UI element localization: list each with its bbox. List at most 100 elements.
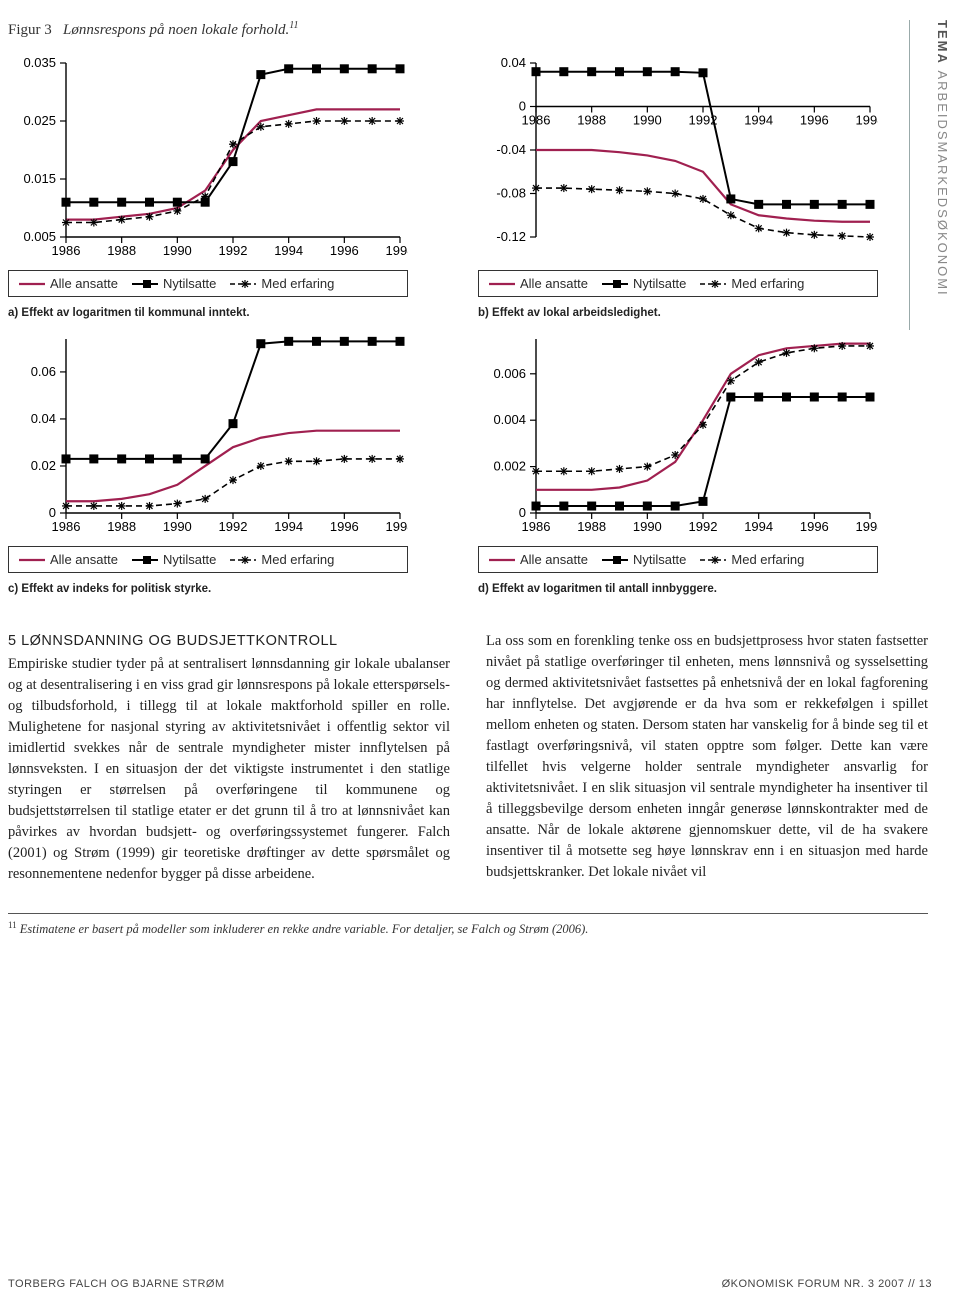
legend-d: Alle ansatte Nytilsatte Med erfaring xyxy=(478,546,878,573)
chart-c-svg: 0 0.02 0.04 0.06 1986 1988 1990 1992 1994 1996 199… xyxy=(8,329,408,539)
svg-text:1988: 1988 xyxy=(107,519,136,534)
legend-item-med: Med erfaring xyxy=(230,552,334,567)
footnote-text: Estimatene er basert på modeller som ink… xyxy=(20,922,589,936)
svg-text:0.04: 0.04 xyxy=(31,411,56,426)
legend-label-ny: Nytilsatte xyxy=(163,552,216,567)
footer-left: TORBERG FALCH OG BJARNE STRØM xyxy=(8,1278,225,1290)
page-footer: TORBERG FALCH OG BJARNE STRØM ØKONOMISK … xyxy=(8,1278,932,1290)
svg-text:1998: 1998 xyxy=(386,519,408,534)
sidebar-rest: ARBEIDSMARKEDSØKONOMI xyxy=(935,70,950,296)
svg-text:1994: 1994 xyxy=(744,519,773,534)
svg-text:1994: 1994 xyxy=(274,519,303,534)
figure-footnote-mark: 11 xyxy=(289,20,298,31)
svg-text:1992: 1992 xyxy=(689,519,718,534)
svg-text:1986: 1986 xyxy=(52,243,81,258)
chart-d: 00.0020.0040.006198619881990199219941996… xyxy=(478,329,888,595)
svg-text:1996: 1996 xyxy=(800,113,829,128)
legend-label-med: Med erfaring xyxy=(731,276,804,291)
svg-text:1988: 1988 xyxy=(577,113,606,128)
svg-text:1998: 1998 xyxy=(856,113,878,128)
svg-text:1990: 1990 xyxy=(163,519,192,534)
legend-item-alle: Alle ansatte xyxy=(19,552,118,567)
svg-text:-0.04: -0.04 xyxy=(496,142,526,157)
legend-c: Alle ansatte Nytilsatte Med erfaring xyxy=(8,546,408,573)
figure-title: Figur 3 Lønnsrespons på noen lokale forh… xyxy=(8,20,932,39)
svg-text:1986: 1986 xyxy=(52,519,81,534)
svg-text:0.005: 0.005 xyxy=(23,229,56,244)
legend-a: Alle ansatte Nytilsatte Med erfaring xyxy=(8,270,408,297)
svg-text:0: 0 xyxy=(519,99,526,114)
chart-a-svg: 0.0050.0150.0250.03519861988199019921994… xyxy=(8,53,408,263)
svg-text:0.015: 0.015 xyxy=(23,171,56,186)
body-col2-p: La oss som en forenkling tenke oss en bu… xyxy=(486,631,928,883)
legend-item-alle: Alle ansatte xyxy=(489,276,588,291)
legend-label-alle: Alle ansatte xyxy=(520,552,588,567)
legend-item-ny: Nytilsatte xyxy=(602,552,686,567)
legend-label-med: Med erfaring xyxy=(261,276,334,291)
body-col2: La oss som en forenkling tenke oss en bu… xyxy=(486,631,928,885)
legend-item-med: Med erfaring xyxy=(230,276,334,291)
svg-text:0: 0 xyxy=(49,505,56,520)
figure-number: Figur 3 xyxy=(8,22,52,38)
svg-text:1998: 1998 xyxy=(386,243,408,258)
svg-text:0.006: 0.006 xyxy=(493,366,526,381)
chart-d-svg: 00.0020.0040.006198619881990199219941996… xyxy=(478,329,878,539)
legend-b: Alle ansatte Nytilsatte Med erfaring xyxy=(478,270,878,297)
svg-text:1992: 1992 xyxy=(219,243,248,258)
legend-item-med: Med erfaring xyxy=(700,552,804,567)
legend-item-ny: Nytilsatte xyxy=(602,276,686,291)
sidebar-label: TEMA ARBEIDSMARKEDSØKONOMI xyxy=(935,20,950,297)
svg-text:0.035: 0.035 xyxy=(23,55,56,70)
svg-text:1986: 1986 xyxy=(522,113,551,128)
legend-item-alle: Alle ansatte xyxy=(489,552,588,567)
legend-label-alle: Alle ansatte xyxy=(50,552,118,567)
svg-text:1990: 1990 xyxy=(163,243,192,258)
svg-text:1990: 1990 xyxy=(633,113,662,128)
body-col1: 5 LØNNSDANNING OG BUDSJETTKONTROLL Empir… xyxy=(8,631,450,885)
body-col1-p: Empiriske studier tyder på at sentralise… xyxy=(8,654,450,885)
svg-text:-0.12: -0.12 xyxy=(496,229,526,244)
sidebar-divider xyxy=(909,20,910,330)
chart-d-caption: d) Effekt av logaritmen til antall innby… xyxy=(478,583,888,595)
svg-text:0.004: 0.004 xyxy=(493,412,526,427)
legend-label-ny: Nytilsatte xyxy=(633,552,686,567)
footer-right: ØKONOMISK FORUM NR. 3 2007 // 13 xyxy=(722,1278,932,1290)
chart-c: 0 0.02 0.04 0.06 1986 1988 1990 1992 1994 1996 199… xyxy=(8,329,418,595)
svg-text:0: 0 xyxy=(519,505,526,520)
legend-item-alle: Alle ansatte xyxy=(19,276,118,291)
legend-item-med: Med erfaring xyxy=(700,276,804,291)
svg-text:0.06: 0.06 xyxy=(31,364,56,379)
legend-label-med: Med erfaring xyxy=(731,552,804,567)
chart-a-caption: a) Effekt av logaritmen til kommunal inn… xyxy=(8,307,418,319)
svg-text:1988: 1988 xyxy=(107,243,136,258)
svg-text:1996: 1996 xyxy=(330,243,359,258)
section-heading: 5 LØNNSDANNING OG BUDSJETTKONTROLL xyxy=(8,631,450,652)
sidebar-bold: TEMA xyxy=(935,20,950,65)
svg-text:0.025: 0.025 xyxy=(23,113,56,128)
chart-b-caption: b) Effekt av lokal arbeidsledighet. xyxy=(478,307,888,319)
svg-text:1992: 1992 xyxy=(219,519,248,534)
svg-text:1996: 1996 xyxy=(330,519,359,534)
legend-item-ny: Nytilsatte xyxy=(132,276,216,291)
svg-text:0.002: 0.002 xyxy=(493,459,526,474)
chart-c-caption: c) Effekt av indeks for politisk styrke. xyxy=(8,583,418,595)
body-text: 5 LØNNSDANNING OG BUDSJETTKONTROLL Empir… xyxy=(8,631,928,885)
legend-label-alle: Alle ansatte xyxy=(520,276,588,291)
charts-grid: 0.005 0.015 0.025 0.035 1986 1988 1990 1992 1994… xyxy=(8,53,888,595)
legend-label-alle: Alle ansatte xyxy=(50,276,118,291)
legend-label-ny: Nytilsatte xyxy=(633,276,686,291)
svg-text:0.02: 0.02 xyxy=(31,458,56,473)
chart-b: -0.12-0.08-0.0400.0419861988199019921994… xyxy=(478,53,888,319)
svg-text:-0.08: -0.08 xyxy=(496,186,526,201)
footnote-mark: 11 xyxy=(8,920,17,930)
figure-caption: Lønnsrespons på noen lokale forhold. xyxy=(63,22,289,38)
footnote: 11 Estimatene er basert på modeller som … xyxy=(8,920,932,937)
svg-text:1990: 1990 xyxy=(633,519,662,534)
svg-text:1998: 1998 xyxy=(856,519,878,534)
footnote-rule xyxy=(8,913,928,914)
chart-a: 0.0050.0150.0250.03519861988199019921994… xyxy=(8,53,418,319)
svg-text:1994: 1994 xyxy=(744,113,773,128)
svg-text:1988: 1988 xyxy=(577,519,606,534)
legend-label-med: Med erfaring xyxy=(261,552,334,567)
svg-text:0.04: 0.04 xyxy=(501,55,526,70)
